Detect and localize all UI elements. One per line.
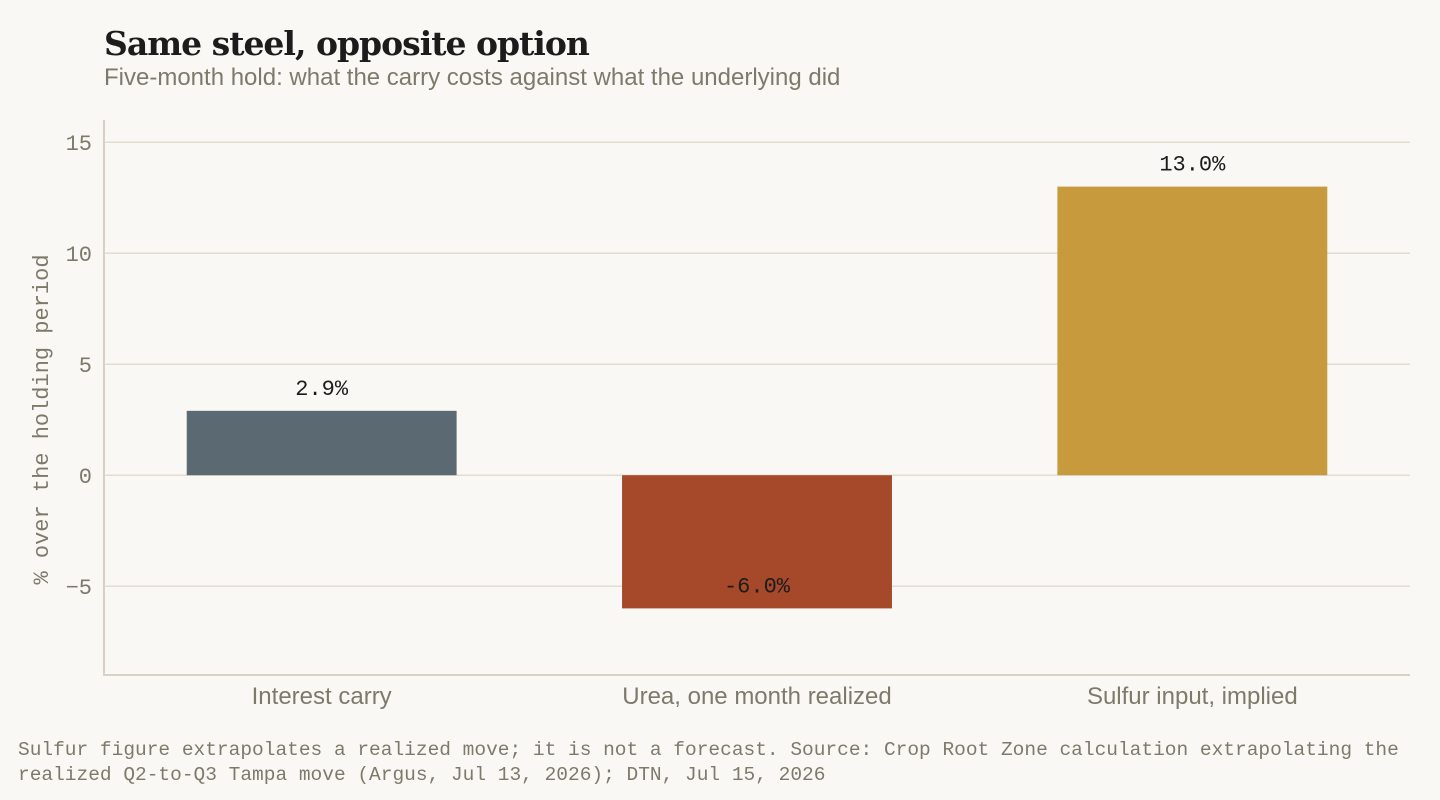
chart-title: Same steel, opposite option: [104, 24, 590, 63]
x-tick-label: Sulfur input, implied: [1087, 683, 1298, 710]
chart-subtitle: Five-month hold: what the carry costs ag…: [104, 64, 841, 91]
axes: [103, 120, 1410, 676]
footnote-caveat: Sulfur figure extrapolates a realized mo…: [18, 739, 779, 761]
bar: [186, 410, 457, 476]
y-tick-label: 10: [66, 243, 92, 268]
labels: −5 0 5 10 15 2.9% Interest carry -6.0% Urea, one…: [66, 132, 1298, 710]
data-label: -6.0%: [724, 574, 791, 599]
y-tick-label: −5: [66, 576, 92, 601]
y-axis-label: % over the holding period: [30, 254, 55, 584]
x-tick-label: Interest carry: [252, 683, 392, 710]
bar: [1057, 186, 1328, 476]
data-label: 13.0%: [1159, 153, 1226, 178]
footnote: Sulfur figure extrapolates a realized mo…: [18, 738, 1418, 788]
data-label: 2.9%: [295, 377, 349, 402]
bar: [622, 475, 892, 609]
x-tick-label: Urea, one month realized: [622, 683, 891, 710]
y-tick-label: 15: [66, 132, 92, 157]
bars: [186, 186, 1328, 609]
y-tick-label: 5: [79, 354, 92, 379]
footnote-source: Source: Crop Root Zone calculation extra…: [18, 739, 1399, 786]
y-tick-label: 0: [79, 465, 92, 490]
